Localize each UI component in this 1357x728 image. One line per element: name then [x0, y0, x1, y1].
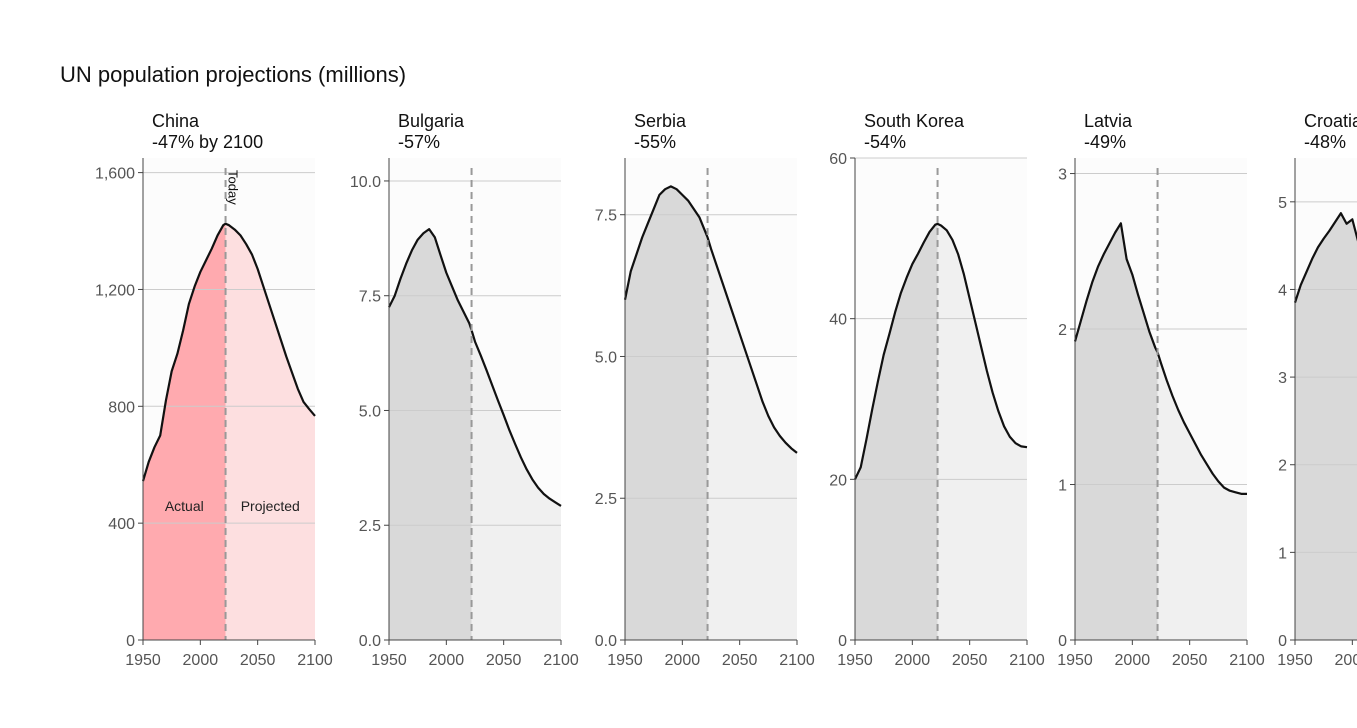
panel-country: Bulgaria — [398, 111, 465, 131]
y-tick-label: 5 — [1278, 195, 1287, 212]
x-tick-label: 1950 — [1057, 652, 1093, 669]
y-tick-label: 0 — [1278, 633, 1287, 650]
y-tick-label: 2.5 — [359, 518, 381, 535]
panel-country: Croatia — [1304, 111, 1357, 131]
y-tick-label: 2 — [1058, 322, 1067, 339]
area-actual — [855, 223, 938, 640]
panel-subtitle: -55% — [634, 132, 676, 152]
series-line — [623, 185, 798, 454]
x-tick-label: 2100 — [1009, 652, 1045, 669]
x-tick-label: 2000 — [665, 652, 701, 669]
y-tick-label: 0.0 — [359, 633, 381, 650]
x-tick-label: 2050 — [722, 652, 758, 669]
actual-label: Actual — [165, 498, 204, 514]
area-projected — [937, 223, 1027, 640]
y-tick-label: 40 — [829, 312, 847, 329]
y-tick-label: 7.5 — [359, 289, 381, 306]
x-tick-label: 2000 — [1335, 652, 1357, 669]
y-tick-label: 400 — [108, 516, 135, 533]
y-tick-label: 0 — [838, 633, 847, 650]
x-tick-label: 2000 — [1115, 652, 1151, 669]
y-tick-label: 7.5 — [595, 208, 617, 225]
x-tick-label: 1950 — [125, 652, 161, 669]
area-projected — [225, 223, 315, 641]
x-tick-label: 2100 — [543, 652, 579, 669]
y-tick-label: 2 — [1278, 458, 1287, 475]
y-tick-label: 0 — [126, 633, 135, 650]
y-tick-label: 1,600 — [95, 166, 135, 183]
x-tick-label: 2000 — [183, 652, 219, 669]
y-tick-label: 10.0 — [350, 174, 381, 191]
x-tick-label: 1950 — [837, 652, 873, 669]
panel-south-korea: 0 20 40 60 1950 2000 2050 2100 South Korea-54% — [829, 111, 1045, 669]
area-actual — [1295, 213, 1357, 640]
area-projected — [707, 237, 797, 640]
panel-subtitle: -57% — [398, 132, 440, 152]
panel-bulgaria: 0.0 2.5 5.0 7.5 10.0 1950 2000 2050 2100 Bulgaria… — [350, 111, 579, 669]
panel-country: China — [152, 111, 200, 131]
y-tick-label: 0.0 — [595, 633, 617, 650]
panel-subtitle: -54% — [864, 132, 906, 152]
panel-country: Serbia — [634, 111, 687, 131]
series-line — [388, 228, 562, 507]
panel-country: Latvia — [1084, 111, 1133, 131]
area-projected — [471, 330, 561, 640]
today-label: Today — [226, 170, 241, 205]
panel-subtitle: -49% — [1084, 132, 1126, 152]
projected-label: Projected — [241, 498, 300, 514]
y-tick-label: 3 — [1058, 167, 1067, 184]
x-tick-label: 2050 — [1172, 652, 1208, 669]
y-tick-label: 60 — [829, 151, 847, 168]
x-tick-label: 2050 — [240, 652, 276, 669]
series-line — [854, 222, 1028, 480]
chart-title: UN population projections (millions) — [60, 62, 407, 87]
area-projected — [1157, 352, 1247, 640]
x-tick-label: 2050 — [952, 652, 988, 669]
x-tick-label: 1950 — [371, 652, 407, 669]
y-tick-label: 0 — [1058, 633, 1067, 650]
y-tick-label: 4 — [1278, 282, 1287, 299]
y-tick-label: 800 — [108, 399, 135, 416]
y-tick-label: 20 — [829, 472, 847, 489]
panel-country: South Korea — [864, 111, 965, 131]
x-tick-label: 1950 — [607, 652, 643, 669]
panel-serbia: 0.0 2.5 5.0 7.5 1950 2000 2050 2100 Serbia-55% — [595, 111, 815, 669]
area-actual — [143, 223, 226, 641]
x-tick-label: 2000 — [429, 652, 465, 669]
panel-latvia: 0 1 2 3 1950 2000 2050 2100 Latvia-49% — [1057, 111, 1265, 669]
y-tick-label: 3 — [1278, 370, 1287, 387]
x-tick-label: 2100 — [779, 652, 815, 669]
panel-china: 0 400 800 1,200 1,600 1950 2000 2050 2100 China-4… — [95, 111, 333, 669]
x-tick-label: 2100 — [297, 652, 333, 669]
y-tick-label: 1,200 — [95, 282, 135, 299]
series-line — [141, 222, 316, 482]
panel-croatia: 0123451950200020502100Croatia-48% — [1277, 111, 1357, 669]
area-actual — [389, 229, 472, 640]
area-actual — [1075, 223, 1158, 641]
y-tick-label: 1 — [1058, 478, 1067, 495]
x-tick-label: 2000 — [895, 652, 931, 669]
x-tick-label: 2050 — [486, 652, 522, 669]
y-tick-label: 5.0 — [595, 349, 617, 366]
x-tick-label: 2100 — [1229, 652, 1265, 669]
y-tick-label: 5.0 — [359, 403, 381, 420]
panel-subtitle: -48% — [1304, 132, 1346, 152]
x-tick-label: 1950 — [1277, 652, 1313, 669]
y-tick-label: 1 — [1278, 545, 1287, 562]
y-tick-label: 2.5 — [595, 491, 617, 508]
series-line — [1073, 222, 1247, 495]
area-actual — [625, 186, 708, 640]
panel-subtitle: -47% by 2100 — [152, 132, 263, 152]
series-line — [1293, 212, 1357, 303]
